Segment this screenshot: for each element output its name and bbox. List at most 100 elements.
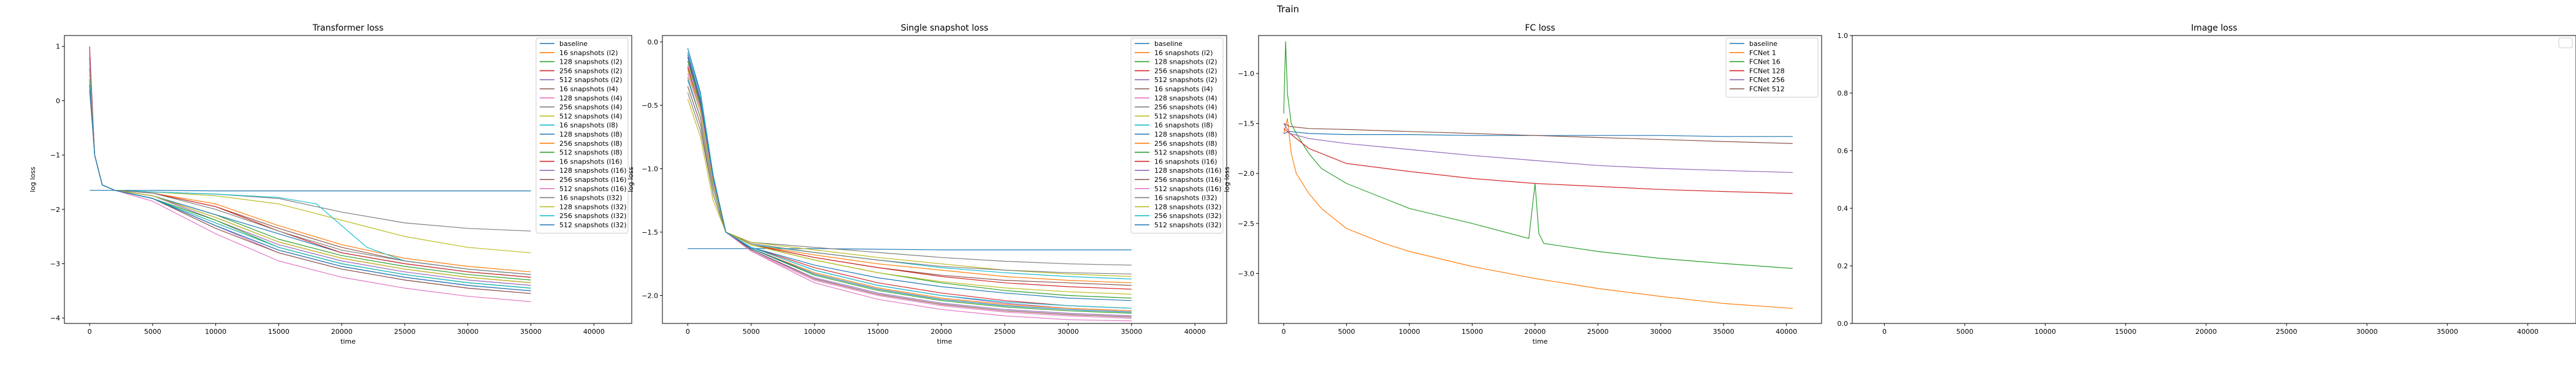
series-line-17 bbox=[688, 77, 1132, 274]
y-tick-label: −1 bbox=[50, 151, 60, 159]
legend-label-1: FCNet 1 bbox=[1749, 49, 1776, 57]
legend-label-4: 512 snapshots (l2) bbox=[1154, 76, 1217, 84]
legend-label-6: 128 snapshots (l4) bbox=[1154, 94, 1217, 102]
x-tick-label: 15000 bbox=[2115, 328, 2136, 336]
y-axis-label: log loss bbox=[627, 167, 635, 192]
y-tick-label: −1.0 bbox=[642, 165, 658, 173]
legend-label-19: 256 snapshots (l32) bbox=[1154, 212, 1222, 220]
y-tick-label: −1.0 bbox=[1238, 70, 1254, 78]
y-tick-label: 0.0 bbox=[648, 38, 659, 46]
legend-label-1: 16 snapshots (l2) bbox=[1154, 49, 1213, 57]
x-tick-label: 25000 bbox=[1587, 328, 1609, 336]
legend-label-9: 16 snapshots (l8) bbox=[559, 121, 618, 129]
y-tick-label: 0.6 bbox=[1838, 147, 1849, 155]
legend-label-3: 256 snapshots (l2) bbox=[559, 67, 623, 75]
legend-label-3: 256 snapshots (l2) bbox=[1154, 67, 1217, 75]
y-axis-label: log loss bbox=[29, 167, 37, 192]
series-line-6 bbox=[90, 85, 531, 293]
series-line-19 bbox=[90, 79, 531, 289]
legend-label-11: 256 snapshots (l8) bbox=[1154, 140, 1217, 148]
x-tick-label: 5000 bbox=[743, 328, 760, 336]
x-tick-label: 30000 bbox=[2356, 328, 2378, 336]
series-line-8 bbox=[90, 74, 531, 253]
x-tick-label: 35000 bbox=[2437, 328, 2458, 336]
y-tick-label: −1.5 bbox=[642, 228, 658, 236]
y-tick-label: −2 bbox=[50, 206, 60, 214]
x-tick-label: 40000 bbox=[2517, 328, 2539, 336]
y-tick-label: 0.8 bbox=[1838, 89, 1849, 97]
legend-label-0: baseline bbox=[1749, 40, 1777, 48]
x-tick-label: 10000 bbox=[804, 328, 826, 336]
y-axis-label: log loss bbox=[1223, 167, 1231, 192]
series-line-7 bbox=[688, 92, 1132, 265]
y-tick-label: −2.0 bbox=[642, 292, 658, 300]
legend-label-5: 16 snapshots (l4) bbox=[1154, 85, 1213, 93]
y-tick-label: 0.0 bbox=[1838, 320, 1849, 328]
legend-label-0: baseline bbox=[1154, 40, 1183, 48]
x-tick-label: 0 bbox=[1281, 328, 1286, 336]
x-tick-label: 10000 bbox=[2034, 328, 2056, 336]
x-tick-label: 10000 bbox=[1398, 328, 1420, 336]
series-line-18 bbox=[90, 74, 531, 282]
legend-label-14: 128 snapshots (l16) bbox=[1154, 167, 1222, 175]
legend-label-14: 128 snapshots (l16) bbox=[559, 167, 627, 175]
chart-title: Transformer loss bbox=[312, 23, 384, 33]
series-line-1 bbox=[90, 85, 531, 272]
legend-label-3: FCNet 128 bbox=[1749, 67, 1785, 75]
x-tick-label: 0 bbox=[1882, 328, 1887, 336]
x-tick-label: 40000 bbox=[1776, 328, 1797, 336]
series-line-2 bbox=[1284, 42, 1793, 268]
series-group bbox=[1284, 42, 1793, 309]
x-tick-label: 35000 bbox=[1121, 328, 1142, 336]
x-tick-label: 5000 bbox=[1338, 328, 1355, 336]
series-line-6 bbox=[688, 74, 1132, 319]
legend bbox=[2559, 38, 2572, 48]
x-tick-label: 0 bbox=[686, 328, 690, 336]
legend-label-17: 16 snapshots (l32) bbox=[559, 194, 623, 202]
legend-box bbox=[2559, 38, 2572, 48]
series-group bbox=[688, 48, 1132, 321]
y-tick-label: 0.2 bbox=[1838, 262, 1849, 270]
series-line-19 bbox=[688, 52, 1132, 308]
x-tick-label: 30000 bbox=[457, 328, 478, 336]
series-line-20 bbox=[90, 85, 531, 291]
x-axis-label: time bbox=[937, 338, 953, 345]
x-tick-label: 25000 bbox=[394, 328, 416, 336]
x-tick-label: 35000 bbox=[520, 328, 542, 336]
x-tick-label: 20000 bbox=[1524, 328, 1546, 336]
legend-label-15: 256 snapshots (l16) bbox=[559, 176, 627, 184]
legend-label-10: 128 snapshots (l8) bbox=[1154, 130, 1217, 138]
x-tick-label: 40000 bbox=[1184, 328, 1206, 336]
legend-label-10: 128 snapshots (l8) bbox=[559, 130, 623, 138]
y-tick-label: −2.0 bbox=[1238, 170, 1254, 178]
x-tick-label: 5000 bbox=[144, 328, 161, 336]
legend-label-5: FCNet 512 bbox=[1749, 85, 1785, 93]
y-tick-label: −0.5 bbox=[642, 102, 658, 110]
legend-label-1: 16 snapshots (l2) bbox=[559, 49, 618, 57]
legend-label-4: 512 snapshots (l2) bbox=[559, 76, 623, 84]
legend-label-15: 256 snapshots (l16) bbox=[1154, 176, 1222, 184]
x-tick-label: 10000 bbox=[205, 328, 226, 336]
legend-label-4: FCNet 256 bbox=[1749, 76, 1785, 84]
chart-title: FC loss bbox=[1525, 23, 1555, 33]
y-tick-label: −3.0 bbox=[1238, 270, 1254, 278]
legend-label-9: 16 snapshots (l8) bbox=[1154, 121, 1213, 129]
chart-title: Image loss bbox=[2191, 23, 2237, 33]
series-line-9 bbox=[688, 80, 1132, 279]
legend-label-2: 128 snapshots (l2) bbox=[559, 58, 623, 66]
legend-label-8: 512 snapshots (l4) bbox=[1154, 112, 1217, 120]
x-tick-label: 15000 bbox=[268, 328, 289, 336]
y-tick-label: −4 bbox=[50, 314, 60, 322]
legend-label-7: 256 snapshots (l4) bbox=[1154, 104, 1217, 111]
x-tick-label: 35000 bbox=[1713, 328, 1735, 336]
legend-label-8: 512 snapshots (l4) bbox=[559, 112, 623, 120]
x-tick-label: 25000 bbox=[2276, 328, 2298, 336]
legend-label-13: 16 snapshots (l16) bbox=[1154, 157, 1217, 165]
legend-label-11: 256 snapshots (l8) bbox=[559, 140, 623, 148]
legend-label-16: 512 snapshots (l16) bbox=[1154, 185, 1222, 193]
